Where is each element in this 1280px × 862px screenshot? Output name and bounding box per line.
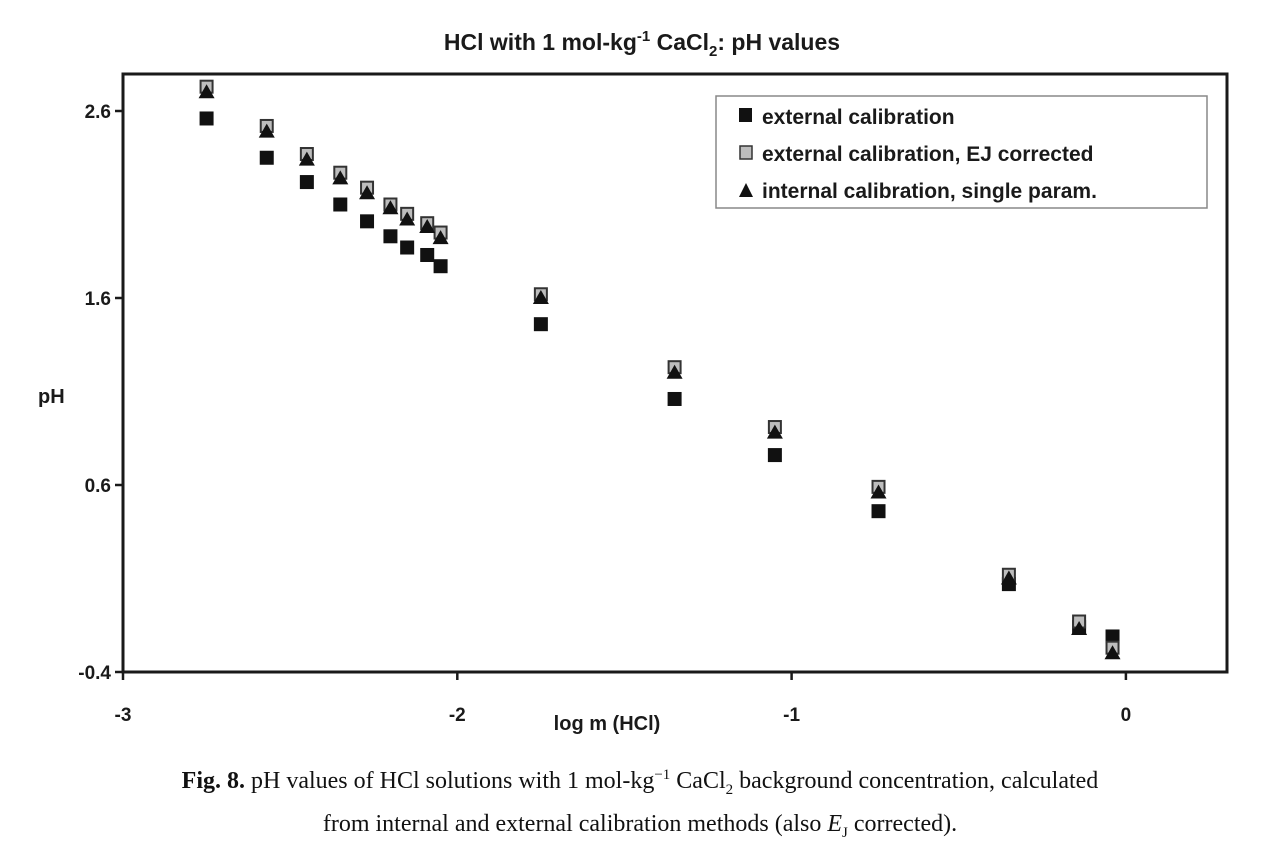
point-internal-calibration <box>432 230 449 245</box>
point-external-calibration <box>259 150 274 165</box>
legend-marker-internal <box>739 183 753 197</box>
x-tick-label: -1 <box>783 705 800 726</box>
point-internal-calibration <box>298 151 315 166</box>
point-internal-calibration <box>1104 645 1121 660</box>
point-internal-calibration <box>532 290 549 304</box>
point-external-calibration <box>433 259 448 274</box>
point-internal-calibration <box>332 170 349 185</box>
legend-marker-external <box>739 108 752 122</box>
point-internal-calibration <box>359 185 376 200</box>
point-external-calibration <box>400 240 415 255</box>
point-internal-calibration <box>1071 620 1088 635</box>
point-external-calibration <box>420 247 435 262</box>
x-tick-label: -3 <box>115 705 132 726</box>
caption-text: background concentration, calculated <box>733 768 1099 794</box>
caption-sub: J <box>842 824 848 841</box>
caption-text: CaCl <box>670 768 726 794</box>
data-points <box>198 79 1121 660</box>
point-internal-calibration <box>1000 570 1017 585</box>
y-axis-label: pH <box>38 386 65 408</box>
point-internal-calibration <box>870 484 887 499</box>
point-internal-calibration <box>666 364 683 379</box>
point-external-calibration <box>360 214 375 229</box>
figure-label: Fig. 8. <box>181 768 245 794</box>
point-external-calibration <box>1105 629 1120 644</box>
caption-symbol: E <box>827 810 843 837</box>
x-axis: -3 -2 -1 0 <box>115 672 1132 726</box>
point-internal-calibration <box>198 84 215 99</box>
legend-marker-ej-corrected <box>739 145 753 160</box>
point-internal-calibration <box>258 123 275 138</box>
x-tick-label: -2 <box>449 705 466 726</box>
caption-text: corrected). <box>847 810 958 837</box>
point-internal-calibration <box>766 424 783 439</box>
caption-line-2: from internal and external calibration m… <box>0 807 1280 850</box>
x-tick-label: 0 <box>1121 705 1132 726</box>
point-internal-calibration <box>382 200 399 215</box>
caption-line-1: Fig. 8. pH values of HCl solutions with … <box>0 758 1280 807</box>
caption-sub: 2 <box>725 781 734 798</box>
y-axis: -0.4 0.6 1.6 2.6 <box>78 102 123 684</box>
y-tick-label: -0.4 <box>78 663 111 684</box>
figure-caption: Fig. 8. pH values of HCl solutions with … <box>0 758 1280 850</box>
series-2 <box>198 84 1121 660</box>
point-external-calibration <box>667 391 682 406</box>
legend: external calibration external calibratio… <box>715 95 1208 209</box>
legend-label-internal: internal calibration, single param. <box>762 180 1097 203</box>
y-tick-label: 2.6 <box>85 102 111 123</box>
caption-sup: −1 <box>654 767 671 783</box>
plot-frame <box>121 72 1229 674</box>
point-external-calibration <box>871 504 886 519</box>
y-tick-label: 0.6 <box>85 476 111 497</box>
point-external-calibration <box>767 448 782 463</box>
caption-text: pH values of HCl solutions with 1 mol-kg <box>245 768 655 794</box>
point-external-calibration <box>383 229 398 244</box>
point-external-calibration <box>333 197 348 212</box>
y-tick-label: 1.6 <box>85 289 111 310</box>
legend-label-external: external calibration <box>762 106 955 129</box>
legend-label-ej-corrected: external calibration, EJ corrected <box>762 143 1093 166</box>
chart-title: HCl with 1 mol-kg-1 CaCl2: pH values <box>444 28 840 60</box>
chart: HCl with 1 mol-kg-1 CaCl2: pH values -3-… <box>38 28 1229 735</box>
legend-box <box>715 95 1208 209</box>
point-internal-calibration <box>419 218 436 233</box>
x-axis-label: log m (HCl) <box>554 713 661 735</box>
caption-text: from internal and external calibration m… <box>322 810 828 837</box>
point-internal-calibration <box>399 211 416 226</box>
point-external-calibration <box>533 317 548 332</box>
point-external-calibration <box>299 175 314 190</box>
point-external-calibration <box>199 111 214 126</box>
